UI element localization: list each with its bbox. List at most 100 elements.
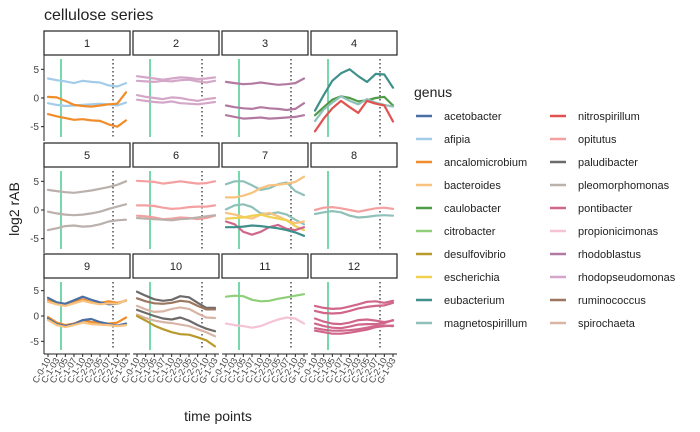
y-tick-label: 5 (33, 286, 39, 297)
y-tick-label: -5 (30, 337, 39, 348)
series-line-pontibacter (313, 319, 395, 330)
y-tick-label: 0 (33, 206, 39, 217)
legend-items: acetobacter afipia ancalomicrobium bacteroi… (416, 111, 676, 330)
y-axis-label: log2 rAB (6, 182, 22, 236)
legend-item-acetobacter: acetobacter (416, 111, 502, 123)
facet-panel: 6 (132, 142, 220, 249)
series-line-paludibacter (135, 290, 217, 309)
legend-item-desulfovibrio: desulfovibrio (416, 249, 506, 261)
facet-strip (221, 30, 309, 56)
facet-strip-label: 10 (170, 261, 182, 273)
legend-item-propionicimonas: propionicimonas (550, 226, 659, 238)
series-line-magnetospirillum (224, 180, 306, 197)
facet-strip (221, 142, 309, 168)
series-line-rhodopseudomonas (135, 75, 217, 81)
legend-label: rhodoblastus (578, 249, 641, 261)
facet-strip-label: 1 (84, 38, 90, 50)
facet-panel: 3 (221, 30, 309, 137)
series-line-pontibacter (313, 324, 395, 335)
legend-item-citrobacter: citrobacter (416, 226, 496, 238)
series-line-rhodoblastus (224, 114, 306, 120)
facet-panel: 2 (132, 30, 220, 137)
series-line-caulobacter (313, 95, 395, 117)
facet-strip (221, 253, 309, 279)
series-line-rhodopseudomonas (135, 94, 217, 102)
legend-label: afipia (444, 134, 471, 146)
legend-label: pontibacter (578, 203, 633, 215)
series-line-opitutus (313, 206, 395, 213)
series-line-eubacterium (224, 224, 306, 237)
facet-panel: 11C-0-10C-1-03C-1-05C-1-07C-1-10C-2-03C-… (208, 253, 309, 385)
legend-label: paludibacter (578, 157, 638, 169)
legend-item-rhodoblastus: rhodoblastus (550, 249, 641, 261)
series-line-magnetospirillum (313, 210, 395, 219)
facet-strip (310, 142, 398, 168)
facet-panel: 4 (310, 30, 398, 137)
series-line-opitutus (135, 204, 217, 210)
series-line-rhodopseudomonas (135, 98, 217, 106)
legend-label: escherichia (444, 272, 501, 284)
series-line-bacteroides (46, 299, 128, 307)
legend-label: caulobacter (444, 203, 501, 215)
legend-item-pleomorphomonas: pleomorphomonas (550, 180, 670, 192)
legend-label: pleomorphomonas (578, 180, 670, 192)
y-tick-label: -5 (30, 122, 39, 133)
facet-strip-label: 3 (262, 38, 268, 50)
series-line-paludibacter (135, 308, 217, 333)
legend-label: propionicimonas (578, 226, 659, 238)
series-line-pontibacter (313, 317, 395, 326)
facet-strip (43, 253, 131, 279)
legend-item-magnetospirillum: magnetospirillum (416, 318, 527, 330)
legend-label: ancalomicrobium (444, 157, 527, 169)
chart-title: cellulose series (44, 7, 153, 24)
facet-strip (132, 142, 220, 168)
series-line-pontibacter (224, 220, 306, 236)
legend-title: genus (414, 84, 452, 100)
series-line-opitutus (135, 179, 217, 185)
series-line-eubacterium (313, 68, 395, 112)
facet-strip-label: 5 (84, 150, 90, 162)
legend-label: citrobacter (444, 226, 496, 238)
facet-panel: 5 -5 0 5 (30, 142, 131, 253)
legend-item-afipia: afipia (416, 134, 471, 146)
facet-strip-label: 7 (262, 150, 268, 162)
series-line-pleomorphomonas (46, 218, 128, 232)
facet-panel: 7 (221, 142, 309, 249)
legend-label: ruminococcus (578, 295, 646, 307)
legend: genus acetobacter afipia ancalomicrobium ba… (414, 84, 676, 330)
legend-item-paludibacter: paludibacter (550, 157, 638, 169)
series-line-citrobacter (224, 293, 306, 303)
facet-strip-label: 8 (351, 150, 357, 162)
legend-item-ruminococcus: ruminococcus (550, 295, 646, 307)
facet-panel: 1 -5 0 5 (30, 30, 131, 141)
series-line-afipia (46, 77, 128, 88)
series-line-pleomorphomonas (46, 203, 128, 217)
legend-label: eubacterium (444, 295, 505, 307)
legend-item-eubacterium: eubacterium (416, 295, 505, 307)
facet-panel: 12C-0-10C-1-03C-1-05C-1-07C-1-10C-2-03C-… (297, 253, 398, 385)
facet-strip (132, 253, 220, 279)
facet-strip-label: 9 (84, 261, 90, 273)
y-tick-label: 5 (33, 177, 39, 188)
legend-item-nitrospirillum: nitrospirillum (550, 111, 640, 123)
series-line-rhodopseudomonas (135, 78, 217, 84)
series-line-desulfovibrio (135, 314, 217, 348)
facet-strip (132, 30, 220, 56)
facet-strip (43, 30, 131, 56)
series-line-ancalomicrobium (46, 315, 128, 327)
legend-item-bacteroides: bacteroides (416, 180, 501, 192)
legend-label: magnetospirillum (444, 318, 527, 330)
facet-panel: 9-505C-0-10C-1-03C-1-05C-1-07C-1-10C-2-0… (30, 253, 131, 385)
series-line-bacteroides (224, 175, 306, 199)
series-line-pleomorphomonas (46, 180, 128, 194)
legend-label: nitrospirillum (578, 111, 640, 123)
x-axis-label: time points (184, 408, 252, 424)
legend-item-pontibacter: pontibacter (550, 203, 633, 215)
facet-panel: 8 (310, 142, 398, 249)
series-line-ruminococcus (135, 297, 217, 311)
legend-item-caulobacter: caulobacter (416, 203, 501, 215)
legend-item-ancalomicrobium: ancalomicrobium (416, 157, 527, 169)
series-line-rhodoblastus (224, 102, 306, 112)
series-line-rhodoblastus (224, 77, 306, 86)
